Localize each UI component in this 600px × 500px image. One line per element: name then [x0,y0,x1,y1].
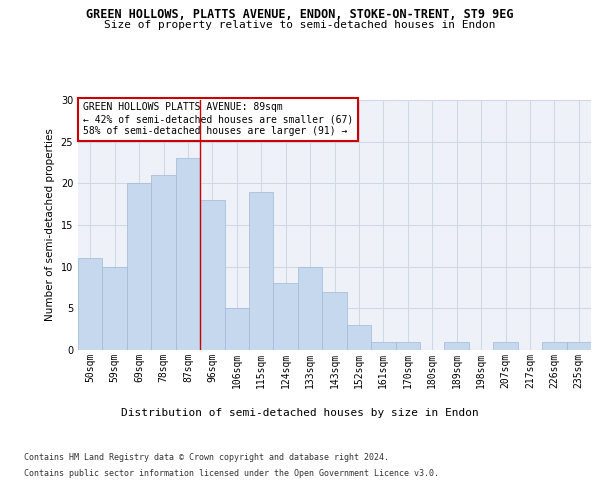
Bar [371,342,395,350]
Bar [103,266,127,350]
Bar [200,200,224,350]
Bar [151,175,176,350]
Bar [566,342,591,350]
Text: Size of property relative to semi-detached houses in Endon: Size of property relative to semi-detach… [104,20,496,30]
Text: Distribution of semi-detached houses by size in Endon: Distribution of semi-detached houses by … [121,408,479,418]
Bar [395,342,420,350]
Text: GREEN HOLLOWS, PLATTS AVENUE, ENDON, STOKE-ON-TRENT, ST9 9EG: GREEN HOLLOWS, PLATTS AVENUE, ENDON, STO… [86,8,514,20]
Bar [249,192,274,350]
Bar [127,184,151,350]
Bar [445,342,469,350]
Bar [542,342,566,350]
Text: GREEN HOLLOWS PLATTS AVENUE: 89sqm
← 42% of semi-detached houses are smaller (67: GREEN HOLLOWS PLATTS AVENUE: 89sqm ← 42%… [83,102,353,136]
Bar [298,266,322,350]
Bar [224,308,249,350]
Bar [347,325,371,350]
Text: Contains HM Land Registry data © Crown copyright and database right 2024.: Contains HM Land Registry data © Crown c… [24,452,389,462]
Text: Contains public sector information licensed under the Open Government Licence v3: Contains public sector information licen… [24,469,439,478]
Bar [274,284,298,350]
Y-axis label: Number of semi-detached properties: Number of semi-detached properties [45,128,55,322]
Bar [78,258,103,350]
Bar [493,342,518,350]
Bar [322,292,347,350]
Bar [176,158,200,350]
